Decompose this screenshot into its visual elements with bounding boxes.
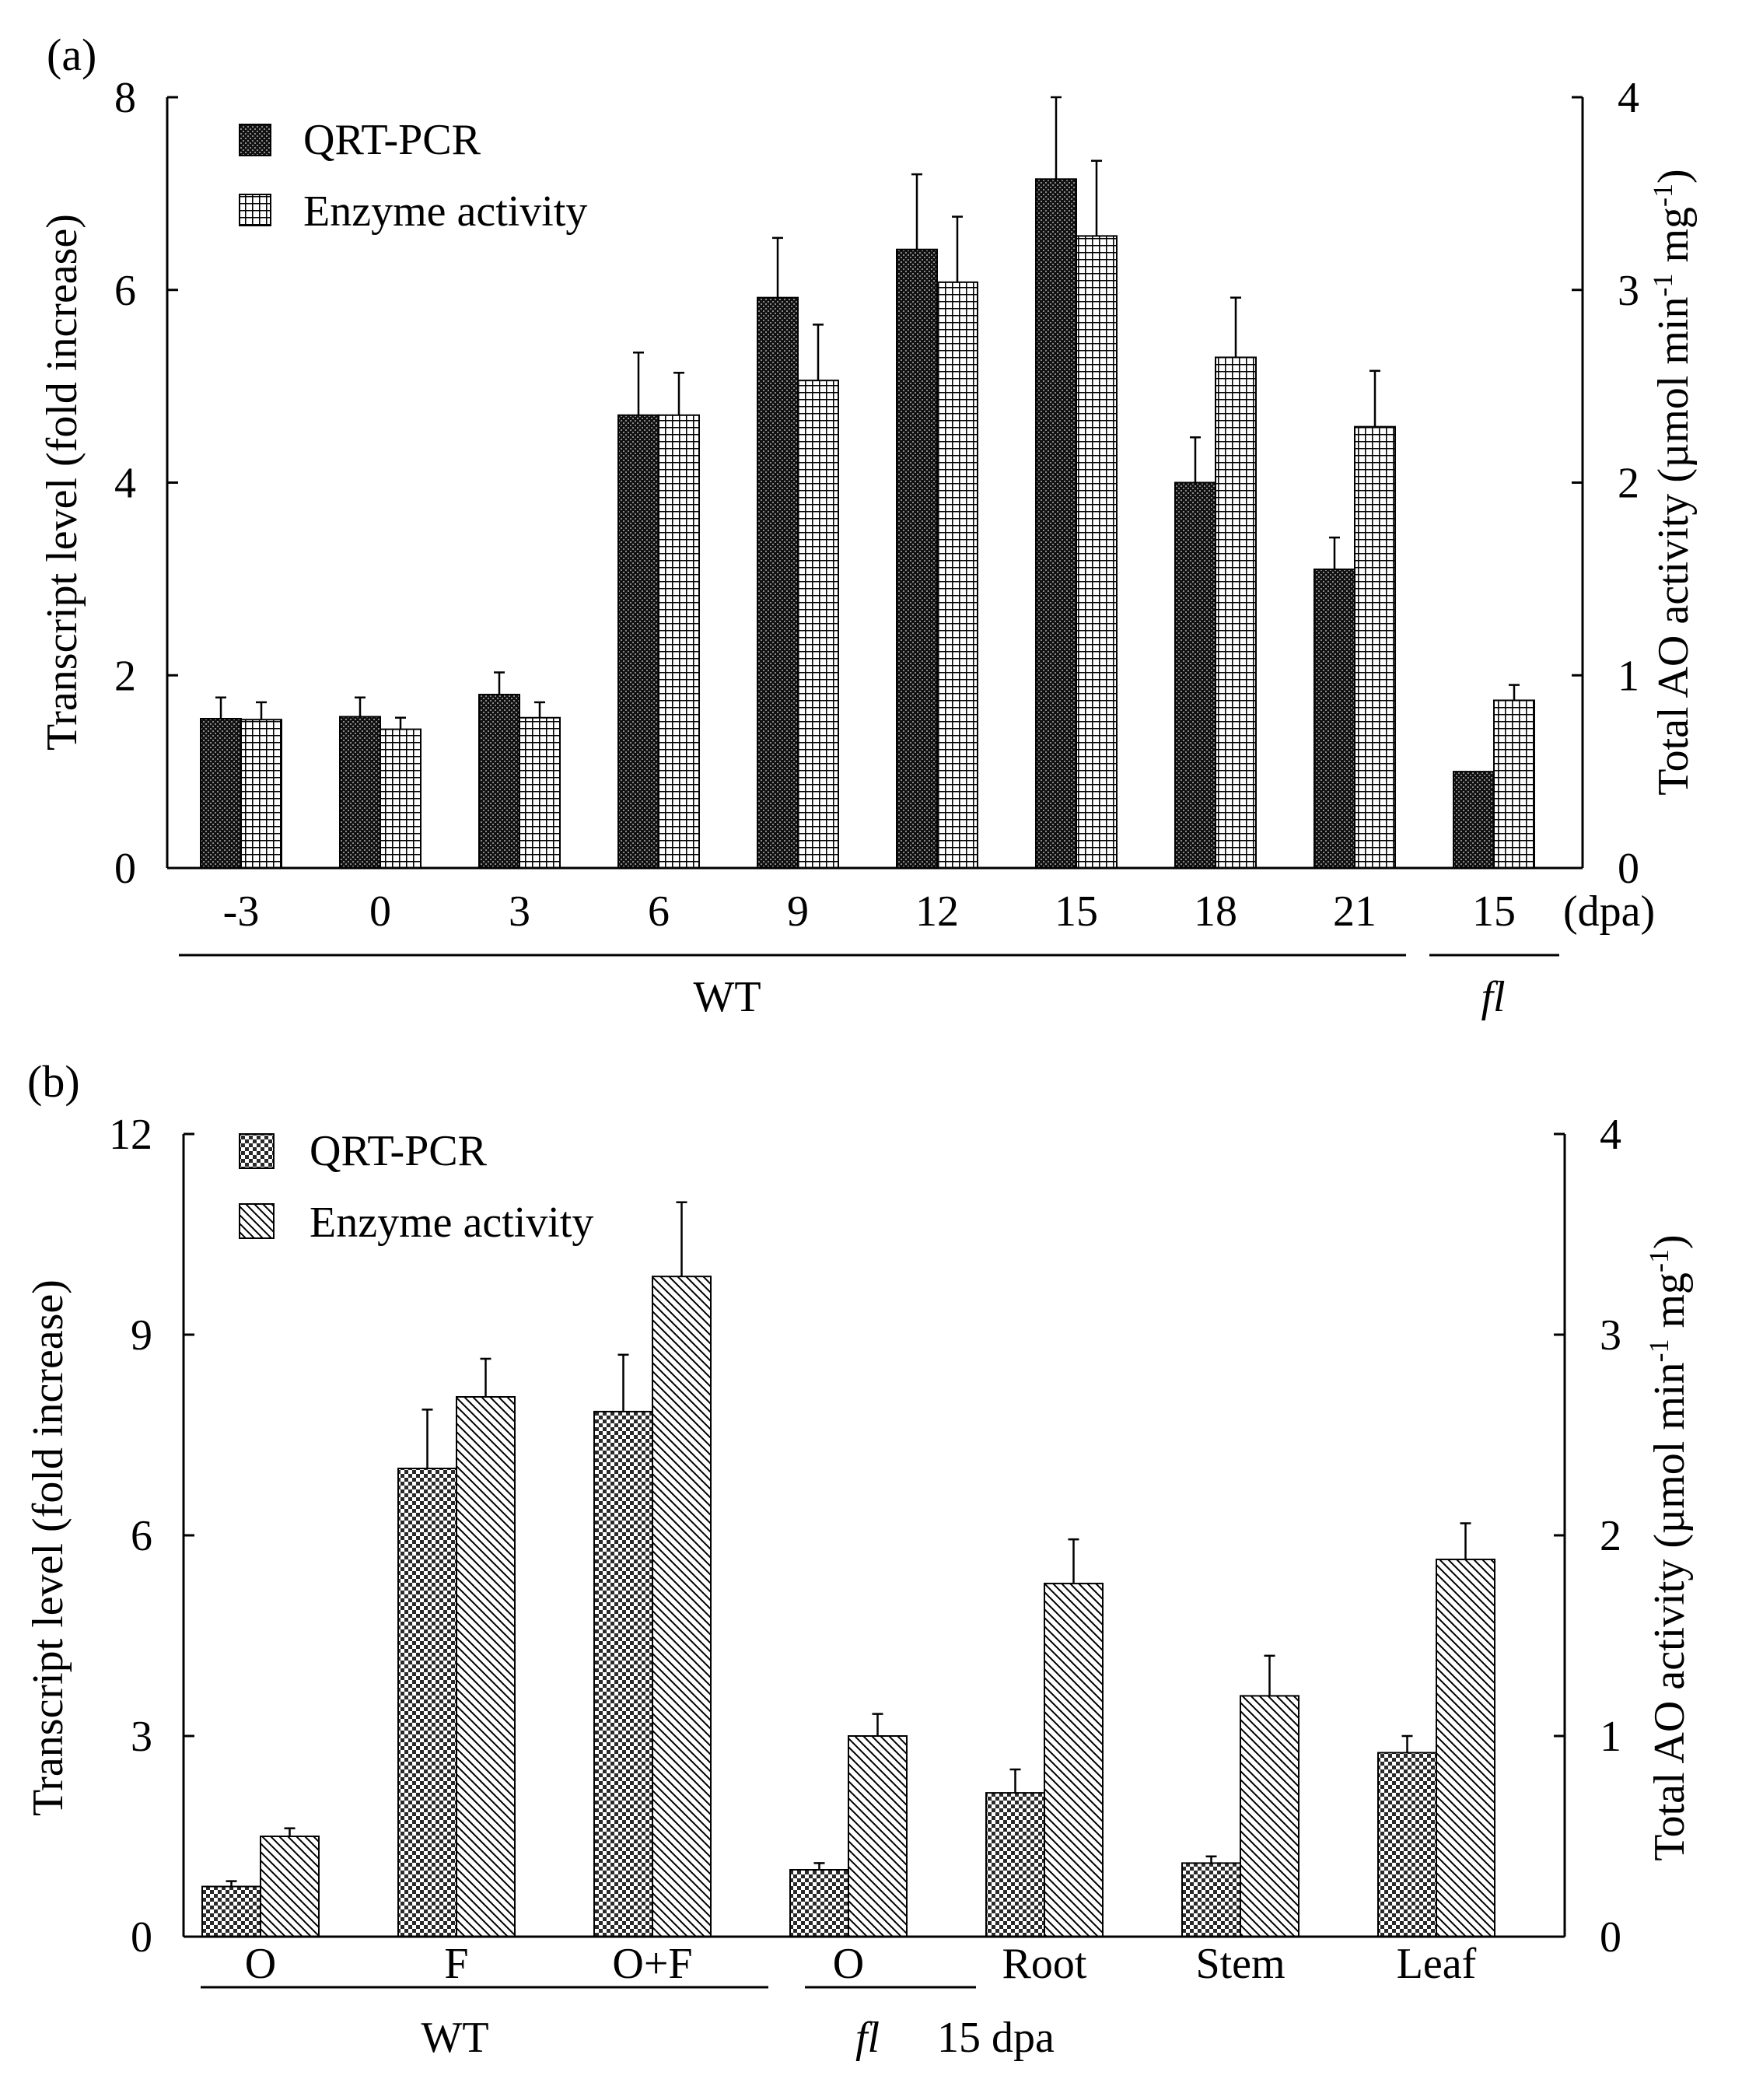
a-bar-enzyme-activity [1493, 699, 1535, 870]
a-bar-qrt-pcr [1174, 481, 1216, 869]
a-bar-enzyme-activity [658, 414, 700, 869]
a-fl-group-label: fl [1481, 973, 1505, 1021]
b-bar-qrt-pcr [1377, 1752, 1437, 1937]
a-legend-swatch-enzyme [239, 194, 271, 226]
b-y2tick-label: 3 [1600, 1311, 1621, 1360]
b-category-label: F [444, 1940, 468, 1988]
a-ytick-label: 8 [114, 74, 136, 122]
b-category-label: Stem [1195, 1940, 1285, 1988]
b-y2-axis-title: Total AO activity (µmol min-1 mg-1) [1643, 1234, 1694, 1860]
a-y2tick-label: 3 [1618, 267, 1639, 315]
a-ytick-label: 4 [114, 460, 136, 508]
a-bar-qrt-pcr [478, 694, 520, 870]
b-bar-qrt-pcr [593, 1410, 653, 1937]
a-x-unit: (dpa) [1563, 887, 1655, 936]
b-y2tick-label: 1 [1600, 1713, 1621, 1761]
b-bar-qrt-pcr [397, 1468, 457, 1937]
b-category-label: O+F [612, 1940, 692, 1988]
a-y2tick-label: 1 [1618, 652, 1639, 700]
b-ytick-label: 12 [109, 1111, 152, 1159]
b-category-label: Leaf [1397, 1940, 1477, 1988]
a-legend: QRT-PCR Enzyme activity [239, 116, 587, 236]
b-legend-swatch-enzyme [239, 1203, 275, 1239]
b-bar-qrt-pcr [201, 1885, 261, 1937]
a-bar-enzyme-activity [936, 281, 978, 869]
a-y2-axis-title: Total AO activity (µmol min-1 mg-1) [1647, 169, 1698, 795]
a-y-axis-title: Transcript level (fold increase) [38, 214, 86, 751]
a-y2tick-label: 4 [1618, 74, 1639, 122]
a-category-label: 6 [648, 887, 670, 936]
a-category-label: 18 [1194, 887, 1237, 936]
b-legend-label-enzyme: Enzyme activity [310, 1199, 593, 1247]
panel-b-label: (b) [27, 1056, 80, 1107]
a-bar-enzyme-activity [240, 719, 282, 869]
a-bar-enzyme-activity [380, 728, 422, 869]
b-legend-label-qrt-pcr: QRT-PCR [310, 1127, 488, 1175]
b-ytick-label: 6 [131, 1512, 152, 1560]
b-ytick-label: 3 [131, 1713, 152, 1761]
a-category-label: 0 [369, 887, 391, 936]
panel-a-label: (a) [47, 30, 96, 80]
a-y2tick-label: 2 [1618, 460, 1639, 508]
a-category-label: -3 [223, 887, 260, 936]
a-category-label: 15 [1472, 887, 1516, 936]
b-ytick-label: 0 [131, 1913, 152, 1962]
a-category-label: 3 [509, 887, 530, 936]
b-bar-qrt-pcr [1181, 1862, 1241, 1937]
a-bar-enzyme-activity [1215, 356, 1257, 869]
b-bar-enzyme-activity [456, 1395, 516, 1937]
b-bar-enzyme-activity [848, 1735, 908, 1937]
a-bar-enzyme-activity [797, 380, 839, 869]
a-bar-qrt-pcr [617, 414, 659, 869]
a-bar-qrt-pcr [1453, 771, 1495, 869]
a-ytick-label: 2 [114, 652, 136, 700]
b-bar-qrt-pcr [985, 1792, 1045, 1938]
a-bar-qrt-pcr [1035, 178, 1077, 869]
a-bar-enzyme-activity [519, 716, 561, 869]
a-bar-qrt-pcr [200, 717, 242, 870]
a-bar-enzyme-activity [1354, 425, 1396, 869]
b-ytick-label: 9 [131, 1311, 152, 1360]
a-legend-swatch-qrt-pcr [239, 124, 271, 156]
a-category-label: 12 [915, 887, 959, 936]
a-bar-enzyme-activity [1076, 235, 1118, 869]
b-category-label: Root [1002, 1940, 1087, 1988]
b-bar-qrt-pcr [789, 1869, 849, 1937]
b-y2tick-label: 4 [1600, 1111, 1621, 1159]
a-legend-label-qrt-pcr: QRT-PCR [303, 116, 481, 164]
b-bar-enzyme-activity [1240, 1695, 1300, 1937]
b-dpa-group-label: 15 dpa [937, 2014, 1055, 2062]
a-bar-qrt-pcr [339, 716, 381, 869]
b-legend-swatch-qrt-pcr [239, 1133, 275, 1169]
b-y2tick-label: 0 [1600, 1913, 1621, 1962]
b-bar-enzyme-activity [1044, 1582, 1104, 1938]
a-bar-qrt-pcr [896, 248, 938, 870]
b-fl-group-label: fl [855, 2014, 880, 2062]
a-ytick-label: 6 [114, 267, 136, 315]
a-bar-qrt-pcr [1313, 568, 1355, 869]
a-bar-qrt-pcr [757, 296, 799, 870]
b-category-label: O [245, 1940, 276, 1988]
b-y2tick-label: 2 [1600, 1512, 1621, 1560]
b-bar-enzyme-activity [1436, 1558, 1495, 1937]
a-y2tick-label: 0 [1618, 845, 1639, 893]
b-legend: QRT-PCR Enzyme activity [239, 1127, 593, 1247]
a-legend-label-enzyme: Enzyme activity [303, 187, 587, 236]
b-bar-enzyme-activity [652, 1276, 712, 1938]
a-category-label: 9 [787, 887, 809, 936]
a-wt-group-label: WT [693, 973, 761, 1021]
a-category-label: 21 [1333, 887, 1376, 936]
a-ytick-label: 0 [114, 845, 136, 893]
a-category-label: 15 [1055, 887, 1098, 936]
b-bar-enzyme-activity [260, 1836, 320, 1937]
b-wt-group-label: WT [421, 2014, 488, 2062]
b-y-axis-title: Transcript level (fold increase) [24, 1279, 72, 1816]
b-category-label: O [833, 1940, 864, 1988]
